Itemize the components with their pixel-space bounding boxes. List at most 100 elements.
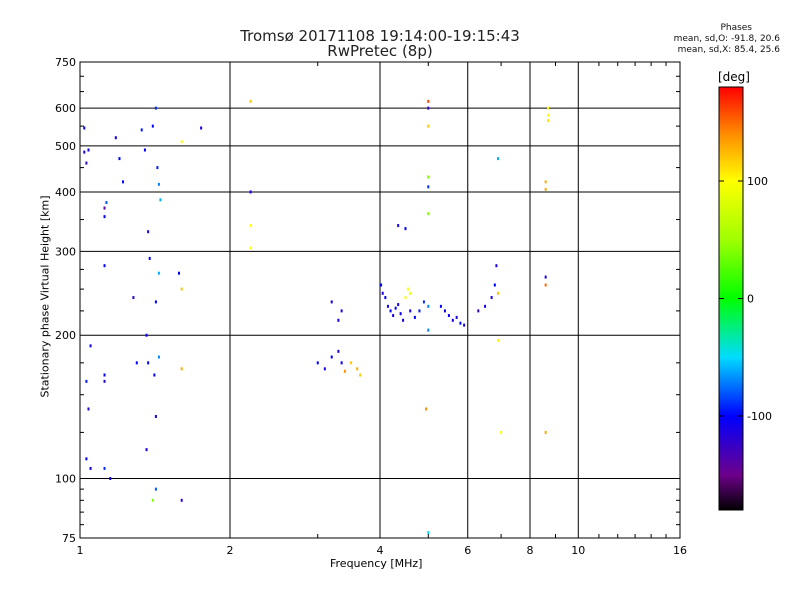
data-point xyxy=(132,296,135,300)
data-point xyxy=(392,314,395,318)
data-point xyxy=(490,296,493,300)
data-point xyxy=(200,126,203,130)
y-axis-label: Stationary phase Virtual Height [km] xyxy=(38,195,52,398)
data-point xyxy=(402,318,405,322)
y-tick-label: 400 xyxy=(55,186,76,199)
data-point xyxy=(409,309,412,313)
data-point xyxy=(406,287,409,291)
data-point xyxy=(427,106,430,110)
data-point xyxy=(148,256,151,260)
data-point xyxy=(147,230,150,234)
y-tick-label: 200 xyxy=(55,329,76,342)
x-tick-label: 16 xyxy=(673,544,687,557)
data-point xyxy=(103,206,106,210)
data-point xyxy=(153,373,156,377)
data-point xyxy=(427,124,430,128)
data-point xyxy=(249,246,252,250)
data-point xyxy=(404,227,407,231)
phase-info-x: mean, sd,X: 85.4, 25.6 xyxy=(677,45,780,55)
x-axis-label: Frequency [MHz] xyxy=(330,557,423,570)
data-point xyxy=(477,309,480,313)
data-point xyxy=(413,315,416,319)
data-point xyxy=(443,309,446,313)
data-point xyxy=(85,161,88,165)
data-point xyxy=(140,128,143,132)
data-point xyxy=(496,338,499,342)
data-point xyxy=(495,264,498,268)
data-point xyxy=(114,136,117,140)
data-point xyxy=(451,318,454,322)
phase-info-title: Phases xyxy=(720,23,752,33)
data-point xyxy=(544,283,547,287)
data-point xyxy=(394,306,397,310)
data-point xyxy=(427,175,430,179)
data-point xyxy=(87,148,90,152)
data-point xyxy=(147,361,150,365)
phase-info-o: mean, sd,O: -91.8, 20.6 xyxy=(673,34,780,44)
x-tick-label: 2 xyxy=(227,544,234,557)
data-point xyxy=(105,201,108,205)
data-point xyxy=(89,466,92,470)
data-point xyxy=(399,312,402,316)
data-point xyxy=(397,224,400,228)
data-point xyxy=(249,99,252,103)
data-point xyxy=(122,180,125,184)
data-point xyxy=(381,291,384,295)
x-tick-label: 1 xyxy=(77,544,84,557)
data-point xyxy=(427,212,430,216)
data-point xyxy=(380,283,383,287)
data-point xyxy=(404,296,407,300)
data-point xyxy=(151,498,154,502)
data-point xyxy=(85,379,88,383)
colorbar-tick-label: -100 xyxy=(747,410,772,423)
data-point xyxy=(180,140,183,144)
data-point xyxy=(323,367,326,371)
data-point xyxy=(427,328,430,332)
data-point xyxy=(330,300,333,304)
data-point xyxy=(180,367,183,371)
data-point xyxy=(154,106,157,110)
colorbar-label: [deg] xyxy=(718,70,750,84)
data-point xyxy=(544,275,547,279)
colorbar-tick-label: 100 xyxy=(747,175,768,188)
data-point xyxy=(103,373,106,377)
data-point xyxy=(356,367,359,371)
data-point xyxy=(87,407,90,411)
data-point xyxy=(89,344,92,348)
y-tick-label: 500 xyxy=(55,140,76,153)
data-point xyxy=(427,185,430,189)
x-tick-label: 4 xyxy=(377,544,384,557)
x-tick-label: 10 xyxy=(571,544,585,557)
data-point xyxy=(337,318,340,322)
data-point xyxy=(425,407,428,411)
data-point xyxy=(330,355,333,359)
data-point xyxy=(547,119,550,123)
x-tick-label: 8 xyxy=(527,544,534,557)
data-point xyxy=(83,126,86,130)
data-point xyxy=(135,361,138,365)
data-point xyxy=(384,296,387,300)
data-point xyxy=(459,321,462,325)
data-point xyxy=(386,304,389,308)
data-point xyxy=(103,466,106,470)
data-point xyxy=(337,349,340,353)
data-point xyxy=(154,300,157,304)
data-point xyxy=(493,283,496,287)
data-point xyxy=(145,333,148,337)
data-point xyxy=(249,224,252,228)
data-point xyxy=(180,498,183,502)
data-point xyxy=(154,487,157,491)
y-tick-label: 300 xyxy=(55,245,76,258)
data-point xyxy=(447,314,450,318)
chart-title: Tromsø 20171108 19:14:00-19:15:43 xyxy=(240,27,520,45)
data-point xyxy=(397,303,400,307)
data-point xyxy=(439,304,442,308)
data-point xyxy=(544,430,547,434)
data-point xyxy=(484,304,487,308)
y-tick-label: 75 xyxy=(62,532,76,545)
data-point xyxy=(427,304,430,308)
data-point xyxy=(496,291,499,295)
data-point xyxy=(157,271,160,275)
data-point xyxy=(389,309,392,313)
